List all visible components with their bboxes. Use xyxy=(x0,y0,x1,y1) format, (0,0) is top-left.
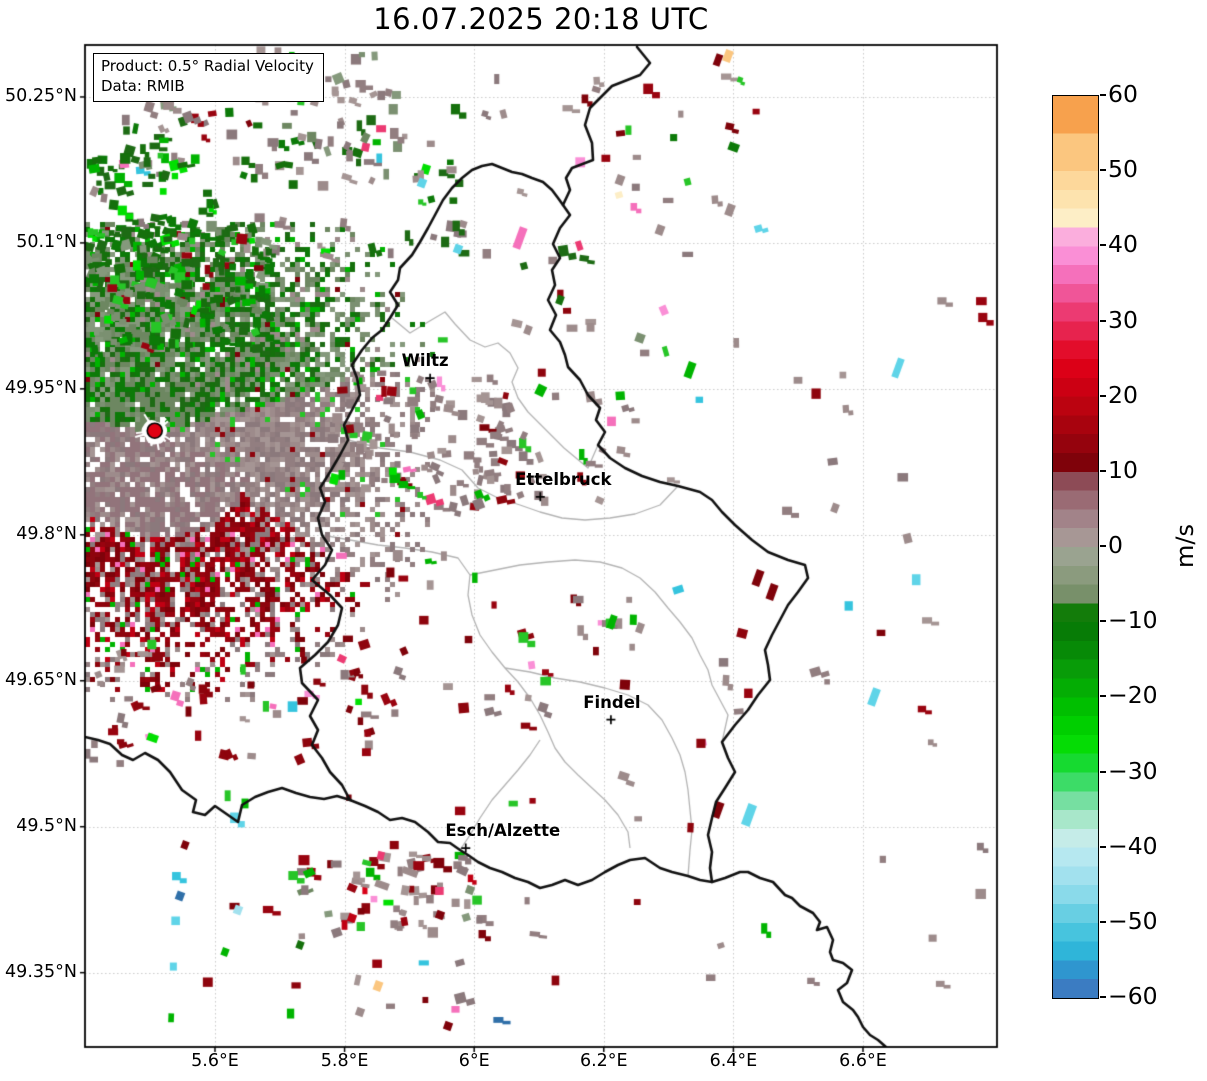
lat-tick-label: 49.8°N xyxy=(16,523,77,544)
lat-tick-label: 49.95°N xyxy=(5,377,77,398)
colorbar-tick-mark xyxy=(1100,770,1106,773)
colorbar-tick-label: 30 xyxy=(1108,305,1138,334)
colorbar-tick-mark xyxy=(1100,94,1106,96)
colorbar-tick-mark xyxy=(1100,920,1106,923)
colorbar-tick-mark xyxy=(1100,845,1106,848)
lon-tick-label: 6.2°E xyxy=(579,1051,628,1071)
colorbar-tick-label: 40 xyxy=(1108,230,1138,259)
colorbar-tick-label: −30 xyxy=(1108,756,1158,785)
colorbar-tick-label: 10 xyxy=(1108,455,1138,484)
colorbar-unit-label: m/s xyxy=(1171,524,1199,568)
colorbar-tick-label: −40 xyxy=(1108,831,1158,860)
colorbar-tick-mark xyxy=(1100,394,1106,397)
figure-title: 16.07.2025 20:18 UTC xyxy=(373,2,709,36)
colorbar-tick-label: 20 xyxy=(1108,380,1138,409)
colorbar-tick-mark xyxy=(1100,169,1106,172)
colorbar-tick-mark xyxy=(1100,695,1106,698)
colorbar-tick-label: 50 xyxy=(1108,155,1138,184)
colorbar-tick-label: −10 xyxy=(1108,606,1158,635)
city-label-findel: Findel xyxy=(583,692,641,712)
lat-tick-label: 49.5°N xyxy=(16,815,77,836)
lon-tick-label: 5.6°E xyxy=(191,1051,239,1071)
lat-tick-label: 50.1°N xyxy=(16,231,77,252)
colorbar-tick-mark xyxy=(1100,244,1106,247)
colorbar-tick-mark xyxy=(1100,545,1106,547)
lat-tick-label: 50.25°N xyxy=(5,85,77,106)
lon-tick-label: 5.8°E xyxy=(320,1051,369,1071)
colorbar-tick-label: 60 xyxy=(1108,80,1138,109)
colorbar-tick-label: −50 xyxy=(1108,906,1158,935)
product-line: Product: 0.5° Radial Velocity xyxy=(101,57,314,75)
lon-tick-label: 6.4°E xyxy=(709,1051,758,1071)
colorbar-tick-mark xyxy=(1100,319,1106,322)
colorbar-tick-label: −20 xyxy=(1108,681,1158,710)
lat-tick-label: 49.65°N xyxy=(5,669,77,690)
product-info-box: Product: 0.5° Radial Velocity Data: RMIB xyxy=(93,53,324,102)
colorbar-tick-label: 0 xyxy=(1108,531,1123,560)
lon-tick-label: 6.6°E xyxy=(839,1051,887,1071)
data-source-line: Data: RMIB xyxy=(101,76,185,95)
colorbar-gradient xyxy=(1052,95,1099,999)
city-label-esch-alzette: Esch/Alzette xyxy=(445,821,561,841)
colorbar-tick-mark xyxy=(1100,620,1106,623)
lon-tick-label: 6°E xyxy=(458,1051,490,1071)
city-label-ettelbruck: Ettelbruck xyxy=(515,469,612,489)
colorbar-tick-mark xyxy=(1100,469,1106,472)
city-label-wiltz: Wiltz xyxy=(401,351,449,371)
colorbar-tick-label: −60 xyxy=(1108,982,1158,1011)
colorbar-tick-mark xyxy=(1100,996,1106,998)
lat-tick-label: 49.35°N xyxy=(5,961,77,982)
